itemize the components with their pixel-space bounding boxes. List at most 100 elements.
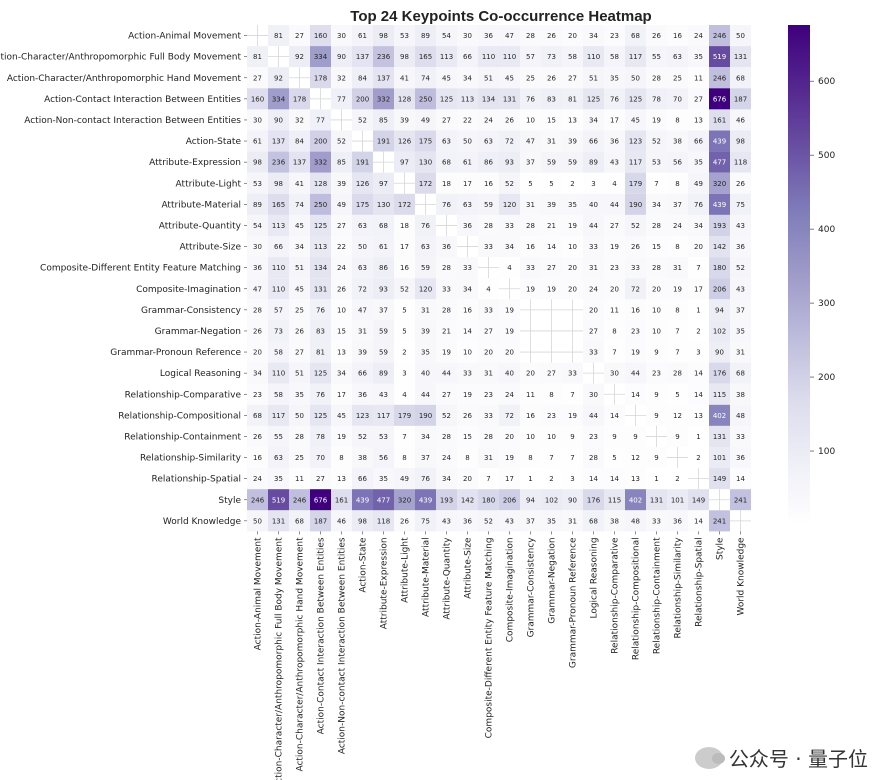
heatmap-cell: [499, 341, 520, 363]
row-label: Action-Character/Anthropomorphic Full Bo…: [0, 53, 241, 63]
heatmap-cell: [583, 193, 604, 215]
heatmap-cell: [541, 193, 562, 215]
heatmap-cell: [604, 172, 625, 194]
cell-value-label: 16: [253, 454, 262, 462]
cell-value-label: 4: [612, 180, 617, 188]
cell-value-label: 74: [421, 74, 430, 82]
cell-value-label: 10: [652, 306, 661, 314]
heatmap-cell: [478, 447, 499, 469]
heatmap-cell: [478, 320, 499, 342]
heatmap-cell: [289, 109, 310, 131]
cell-value-label: 68: [631, 32, 640, 40]
heatmap-cell: [415, 25, 436, 47]
cell-value-label: 5: [549, 180, 553, 188]
cell-value-label: 246: [713, 32, 727, 40]
cell-value-label: 101: [671, 496, 684, 504]
cell-value-label: 3: [402, 370, 406, 378]
heatmap-cell: [709, 447, 730, 469]
column-label: Relationship-Similarity: [674, 537, 684, 639]
heatmap-cell: [730, 468, 751, 490]
cell-value-label: 24: [253, 475, 262, 483]
row-label: Action-Non-contact Interaction Between E…: [24, 116, 241, 126]
cell-value-label: 90: [568, 496, 577, 504]
heatmap-cell: [352, 257, 373, 279]
heatmap-cell: [688, 362, 709, 384]
heatmap-cell: [436, 193, 457, 215]
heatmap-cell: [730, 193, 751, 215]
heatmap-cell: [520, 130, 541, 152]
heatmap-cell: [520, 88, 541, 110]
cell-value-label: 142: [713, 243, 726, 251]
cell-value-label: 19: [652, 116, 661, 124]
heatmap-cell: [625, 299, 646, 321]
heatmap-cell: [646, 468, 667, 490]
heatmap-cell: [709, 257, 730, 279]
heatmap-cell: [499, 214, 520, 236]
cell-value-label: 68: [253, 412, 262, 420]
cell-value-label: 55: [652, 53, 661, 61]
column-label: Relationship-Compositional: [632, 537, 642, 660]
heatmap-cell: [604, 214, 625, 236]
heatmap-cell: [394, 236, 415, 258]
heatmap-cell: [562, 383, 583, 405]
cell-value-label: 13: [568, 116, 577, 124]
cell-value-label: 52: [736, 264, 745, 272]
heatmap-cell: [667, 425, 688, 447]
cell-value-label: 28: [652, 222, 661, 230]
cell-value-label: 20: [589, 306, 598, 314]
heatmap-cell: [352, 25, 373, 47]
cell-value-label: 85: [379, 116, 388, 124]
cell-value-label: 34: [589, 116, 598, 124]
cell-value-label: 34: [421, 433, 430, 441]
cell-value-label: 52: [652, 138, 661, 146]
heatmap-cell: [310, 362, 331, 384]
heatmap-cell: [373, 447, 394, 469]
cell-value-label: 17: [505, 475, 514, 483]
cell-value-label: 9: [654, 412, 658, 420]
cell-value-label: 44: [631, 370, 640, 378]
cell-value-label: 10: [547, 433, 556, 441]
heatmap-cell: [457, 46, 478, 68]
heatmap-cell: [352, 172, 373, 194]
heatmap-cell: [436, 257, 457, 279]
heatmap-cell: [520, 447, 541, 469]
heatmap-cell: [310, 299, 331, 321]
cell-value-label: 72: [631, 285, 640, 293]
heatmap-cell: [457, 257, 478, 279]
heatmap-cell: [541, 172, 562, 194]
cell-value-label: 125: [587, 95, 600, 103]
cell-value-label: 49: [421, 116, 430, 124]
cell-value-label: 179: [629, 180, 642, 188]
cell-value-label: 113: [461, 95, 474, 103]
heatmap-cell: [562, 447, 583, 469]
cell-value-label: 23: [253, 391, 262, 399]
heatmap-cell: [310, 151, 331, 173]
cell-value-label: 53: [400, 32, 409, 40]
colorbar-tick-label: 500: [818, 151, 835, 161]
heatmap-cell: [373, 25, 394, 47]
cell-value-label: 33: [652, 517, 661, 525]
heatmap-cell: [646, 172, 667, 194]
column-label: Relationship-Spatial: [695, 537, 705, 626]
row-label: Relationship-Compositional: [118, 411, 241, 421]
cell-value-label: 9: [654, 391, 658, 399]
colorbar-tick-label: 400: [818, 225, 835, 235]
heatmap-cell: [604, 67, 625, 89]
heatmap-cell: [310, 320, 331, 342]
cell-value-label: 27: [568, 74, 577, 82]
heatmap-cell: [478, 299, 499, 321]
cell-value-label: 57: [274, 306, 283, 314]
heatmap-cell: [478, 67, 499, 89]
cell-value-label: 70: [316, 454, 325, 462]
cell-value-label: 85: [337, 159, 346, 167]
cell-value-label: 18: [442, 180, 451, 188]
cell-value-label: 44: [610, 201, 619, 209]
cell-value-label: 35: [421, 349, 430, 357]
cell-value-label: 191: [356, 159, 369, 167]
cell-value-label: 44: [421, 391, 430, 399]
heatmap-cell: [604, 46, 625, 68]
cell-value-label: 320: [398, 496, 411, 504]
heatmap-cell: [541, 425, 562, 447]
heatmap-cell: [394, 109, 415, 131]
cell-value-label: 81: [316, 349, 325, 357]
